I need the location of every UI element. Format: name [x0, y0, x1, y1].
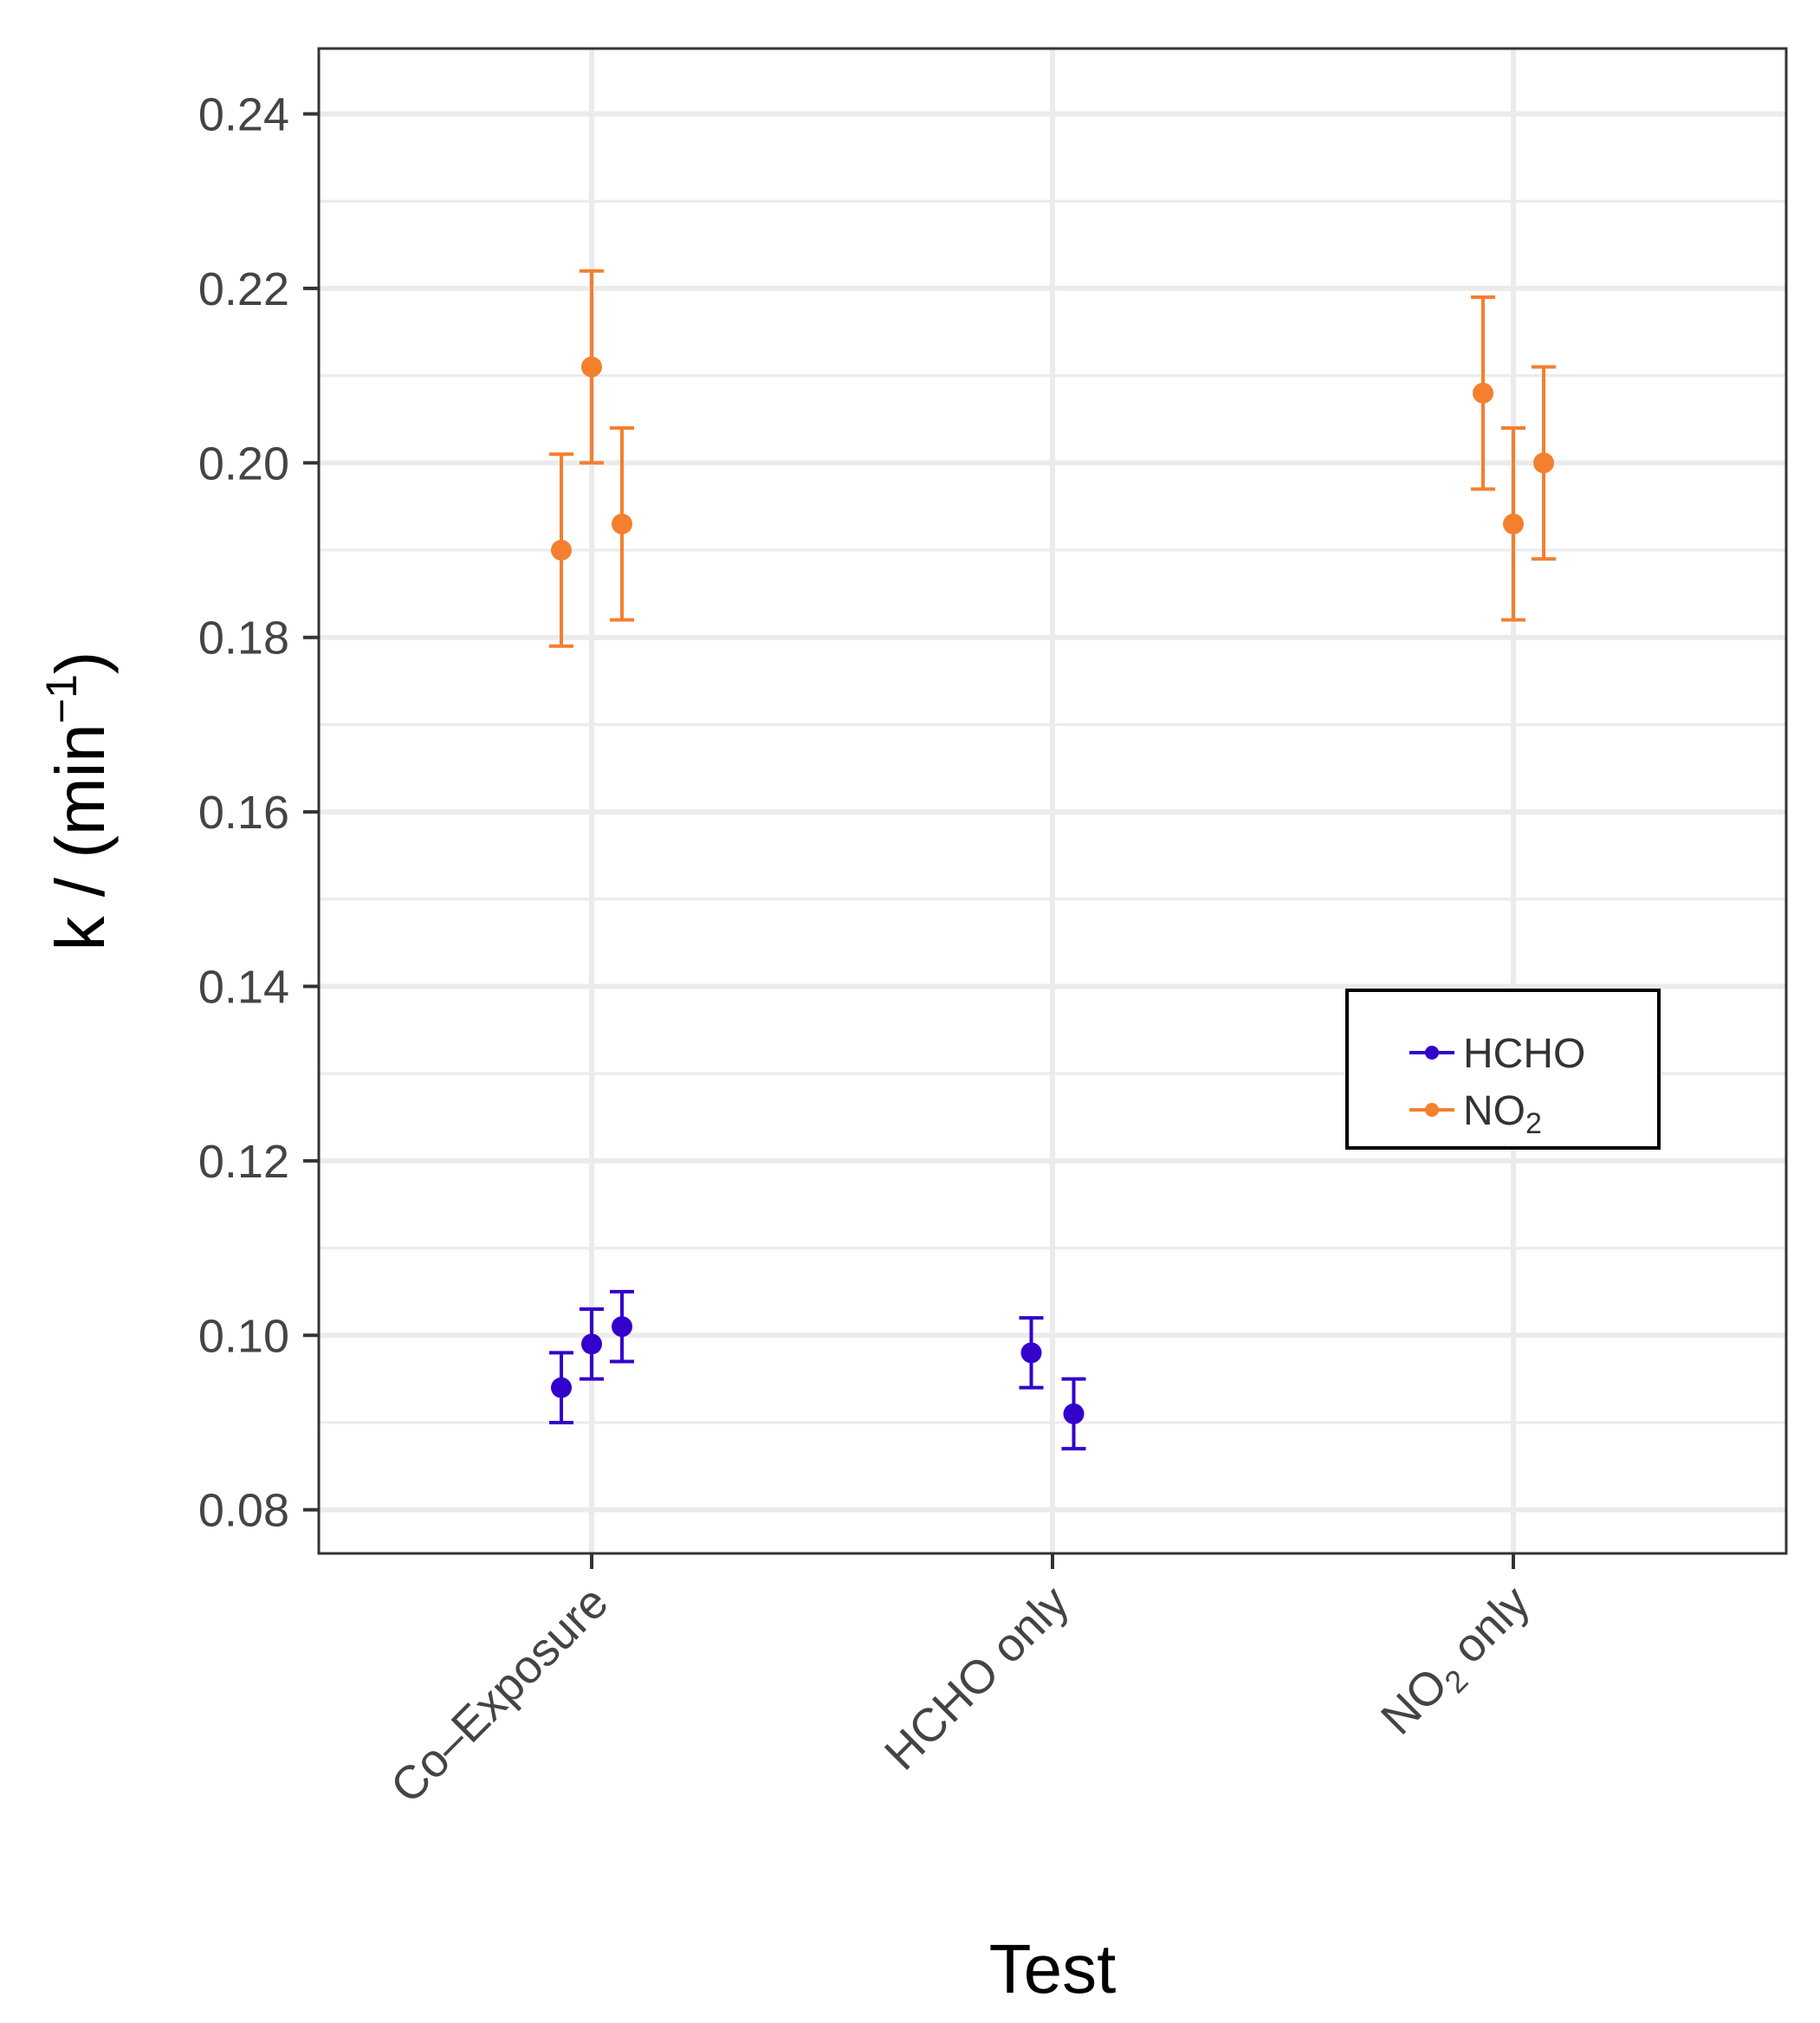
- y-axis-title-superscript: −1: [37, 674, 86, 723]
- x-tick-label: NO2 only: [1371, 1576, 1545, 1749]
- y-axis-title-base: k / (min: [42, 723, 119, 950]
- legend-entry-hcho: HCHO: [1409, 1031, 1585, 1077]
- y-tick-label: 0.08: [198, 1485, 289, 1537]
- y-axis: 0.08 0.10 0.12 0.14 0.16 0.18 0.20 0.22 0.24: [198, 89, 319, 1537]
- legend-label-text: NO: [1463, 1088, 1525, 1134]
- data-point: [1063, 1403, 1085, 1424]
- x-tick-label: Co–Exposure: [381, 1576, 619, 1813]
- legend-box: [1345, 989, 1661, 1150]
- data-point: [551, 1377, 572, 1398]
- y-axis-title: k / (min−1): [37, 652, 119, 951]
- data-point: [1020, 1342, 1042, 1364]
- data-point: [612, 513, 632, 535]
- data-point: [581, 1333, 602, 1355]
- data-point: [1503, 513, 1524, 535]
- x-tick-label: HCHO only: [875, 1576, 1079, 1780]
- y-tick-label: 0.18: [198, 613, 289, 665]
- data-series: [549, 269, 1556, 1451]
- legend-label: HCHO: [1463, 1031, 1585, 1077]
- x-tick-label-text: HCHO only: [875, 1576, 1079, 1780]
- y-axis-title-close: ): [42, 652, 119, 675]
- series-hcho: [549, 1289, 1086, 1451]
- series-no2: [549, 269, 1556, 648]
- legend-label-subscript: 2: [1525, 1107, 1542, 1140]
- legend-marker: [1425, 1046, 1439, 1060]
- legend: HCHO NO2: [1345, 989, 1661, 1150]
- plot-panel-border: [317, 47, 1788, 1555]
- y-tick-label: 0.24: [198, 89, 289, 141]
- grid: [319, 49, 1786, 1553]
- data-point: [1473, 382, 1493, 404]
- legend-entry-no2: NO2: [1409, 1088, 1542, 1140]
- data-point: [581, 356, 602, 378]
- legend-marker: [1425, 1103, 1439, 1117]
- x-axis: Co–Exposure HCHO only NO2 only: [381, 1553, 1545, 1813]
- data-point: [612, 1316, 632, 1338]
- y-tick-label: 0.14: [198, 961, 289, 1013]
- y-tick-label: 0.10: [198, 1310, 289, 1362]
- legend-label: NO2: [1463, 1088, 1542, 1140]
- y-tick-label: 0.16: [198, 787, 289, 839]
- y-tick-label: 0.12: [198, 1136, 289, 1188]
- data-point: [1533, 452, 1554, 474]
- y-tick-label: 0.22: [198, 263, 289, 315]
- legend-label-text: HCHO: [1463, 1031, 1585, 1077]
- x-axis-title: Test: [989, 1930, 1117, 2007]
- y-tick-label: 0.20: [198, 438, 289, 490]
- x-tick-label-text: Co–Exposure: [381, 1576, 619, 1813]
- data-point: [551, 540, 572, 561]
